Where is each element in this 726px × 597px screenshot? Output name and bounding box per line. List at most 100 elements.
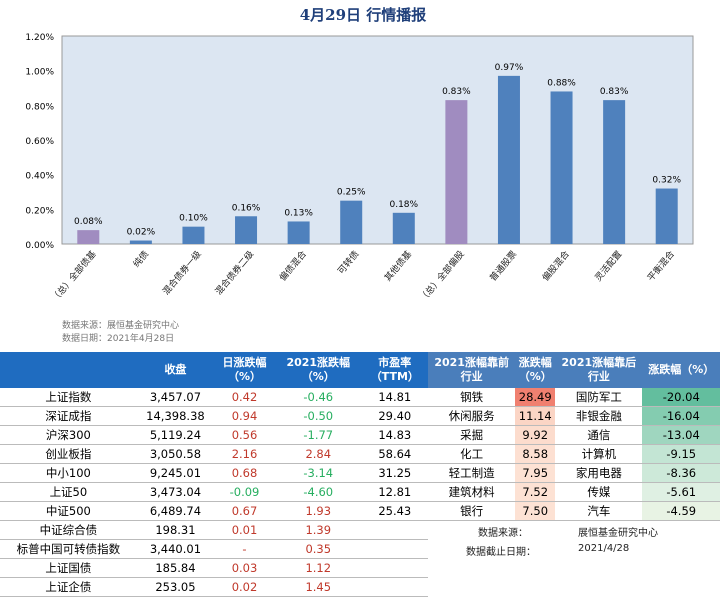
table-cell: 通信: [555, 425, 643, 445]
column-header: 涨跌幅（%）: [642, 352, 720, 388]
table-cell: 上证50: [0, 482, 137, 502]
table-row: 化工 8.58 计算机 -9.15: [428, 444, 720, 464]
bar: [392, 212, 415, 244]
table-row: 中证500 6,489.74 0.67 1.93 25.43: [0, 501, 428, 521]
table-cell: 12.81: [361, 482, 428, 502]
x-tick-label: 纯债: [130, 248, 151, 270]
table-cell: 25.43: [361, 501, 428, 521]
table-cell: 3,457.07: [136, 388, 215, 407]
table-cell: 上证国债: [0, 558, 137, 578]
data-label: 0.02%: [127, 228, 156, 238]
column-header: 2021涨跌幅 （%）: [274, 352, 362, 388]
table-cell: 11.14: [515, 406, 556, 426]
x-tick-label: 混合债券二级: [212, 248, 256, 297]
table-cell: -4.60: [274, 482, 362, 502]
table-cell: 沪深300: [0, 425, 137, 445]
data-label: 0.83%: [442, 87, 471, 97]
table-cell: 传媒: [555, 482, 643, 502]
data-label: 0.88%: [547, 78, 576, 88]
table-cell: 轻工制造: [428, 463, 516, 483]
page-title: 4月29日 行情播报: [299, 6, 427, 24]
table-cell: 7.95: [515, 463, 556, 483]
table-cell: 0.02: [214, 577, 275, 597]
column-header: 2021涨幅靠前 行业: [428, 352, 516, 388]
table-cell: 中证500: [0, 501, 137, 521]
data-label: 0.16%: [232, 203, 261, 213]
table-cell: -16.04: [642, 406, 720, 426]
table-cell: -3.14: [274, 463, 362, 483]
bar: [603, 100, 626, 244]
bar: [497, 75, 520, 244]
table-cell: -0.50: [274, 406, 362, 426]
table-cell: 深证成指: [0, 406, 137, 426]
table-row: 钢铁 28.49 国防军工 -20.04: [428, 388, 720, 407]
data-label: 0.08%: [74, 217, 103, 227]
date-label: 数据截止日期：: [466, 547, 536, 558]
source-value: 展恒基金研究中心: [578, 528, 658, 539]
table-cell: -20.04: [642, 388, 720, 407]
table-cell: 3,440.01: [136, 539, 215, 559]
table-cell: 198.31: [136, 520, 215, 540]
x-tick-label: 灵活配置: [592, 248, 624, 283]
bar-chart: 0.00% 0.20% 0.40% 0.60% 0.80% 1.00% 1.20% 0.08%…: [25, 33, 694, 304]
table-row: 休闲服务 11.14 非银金融 -16.04: [428, 406, 720, 426]
table-row: 沪深300 5,119.24 0.56 -1.77 14.83: [0, 425, 428, 445]
x-tick-label: 混合债券一级: [160, 248, 204, 297]
y-tick-label: 0.60%: [25, 137, 54, 147]
table-cell: -4.59: [642, 501, 720, 521]
chart-source: 数据来源：展恒基金研究中心: [62, 321, 180, 331]
data-label: 0.10%: [179, 214, 208, 224]
table-cell: -8.36: [642, 463, 720, 483]
bar: [235, 216, 258, 244]
table-cell: 0.01: [214, 520, 275, 540]
x-tick-label: 平衡混合: [645, 248, 677, 283]
table-cell: [361, 520, 428, 540]
bar: [77, 230, 100, 244]
bar: [550, 91, 573, 244]
table-row: 建筑材料 7.52 传媒 -5.61: [428, 482, 720, 502]
x-tick-label: 可转债: [335, 248, 362, 276]
column-header: 收盘: [136, 352, 215, 388]
table-cell: 185.84: [136, 558, 215, 578]
table-cell: -9.15: [642, 444, 720, 464]
table-cell: 2.84: [274, 444, 362, 464]
table-row: 轻工制造 7.95 家用电器 -8.36: [428, 463, 720, 483]
column-header: 市盈率 （TTM）: [361, 352, 428, 388]
table-cell: 31.25: [361, 463, 428, 483]
table-cell: 建筑材料: [428, 482, 516, 502]
table-cell: 上证企债: [0, 577, 137, 597]
table-row: 中证综合债 198.31 0.01 1.39: [0, 520, 428, 540]
data-label: 0.97%: [495, 63, 524, 73]
table-cell: 3,473.04: [136, 482, 215, 502]
index-table: 收盘 日涨跌幅 （%） 2021涨跌幅 （%） 市盈率 （TTM） 上证指数 3,457.07 0…: [0, 352, 428, 597]
table-cell: 中证综合债: [0, 520, 137, 540]
table-cell: -5.61: [642, 482, 720, 502]
table-cell: 家用电器: [555, 463, 643, 483]
table-cell: [361, 539, 428, 559]
table-cell: 钢铁: [428, 388, 516, 407]
table-cell: 采掘: [428, 425, 516, 445]
table-cell: 1.45: [274, 577, 362, 597]
table-cell: -0.46: [274, 388, 362, 407]
table-cell: 0.68: [214, 463, 275, 483]
chart-date: 数据日期：2021年4月28日: [62, 334, 175, 344]
table-row: 上证国债 185.84 0.03 1.12: [0, 558, 428, 578]
table-cell: 0.03: [214, 558, 275, 578]
table-cell: 7.52: [515, 482, 556, 502]
bar: [655, 188, 678, 244]
table-cell: 1.12: [274, 558, 362, 578]
table-cell: 上证指数: [0, 388, 137, 407]
table-cell: 0.42: [214, 388, 275, 407]
x-tick-label: （总）全部偏股: [417, 248, 467, 304]
data-label: 0.13%: [284, 208, 313, 218]
table-row: 银行 7.50 汽车 -4.59: [428, 501, 720, 521]
table-row: 上证企债 253.05 0.02 1.45: [0, 577, 428, 597]
table-row: 标普中国可转债指数 3,440.01-0.35: [0, 539, 428, 559]
table-cell: 非银金融: [555, 406, 643, 426]
y-tick-label: 0.00%: [25, 241, 54, 251]
table-cell: 0.56: [214, 425, 275, 445]
table-row: 采掘 9.92 通信 -13.04: [428, 425, 720, 445]
table-cell: 6,489.74: [136, 501, 215, 521]
table-cell: -13.04: [642, 425, 720, 445]
y-tick-label: 0.80%: [25, 102, 54, 112]
